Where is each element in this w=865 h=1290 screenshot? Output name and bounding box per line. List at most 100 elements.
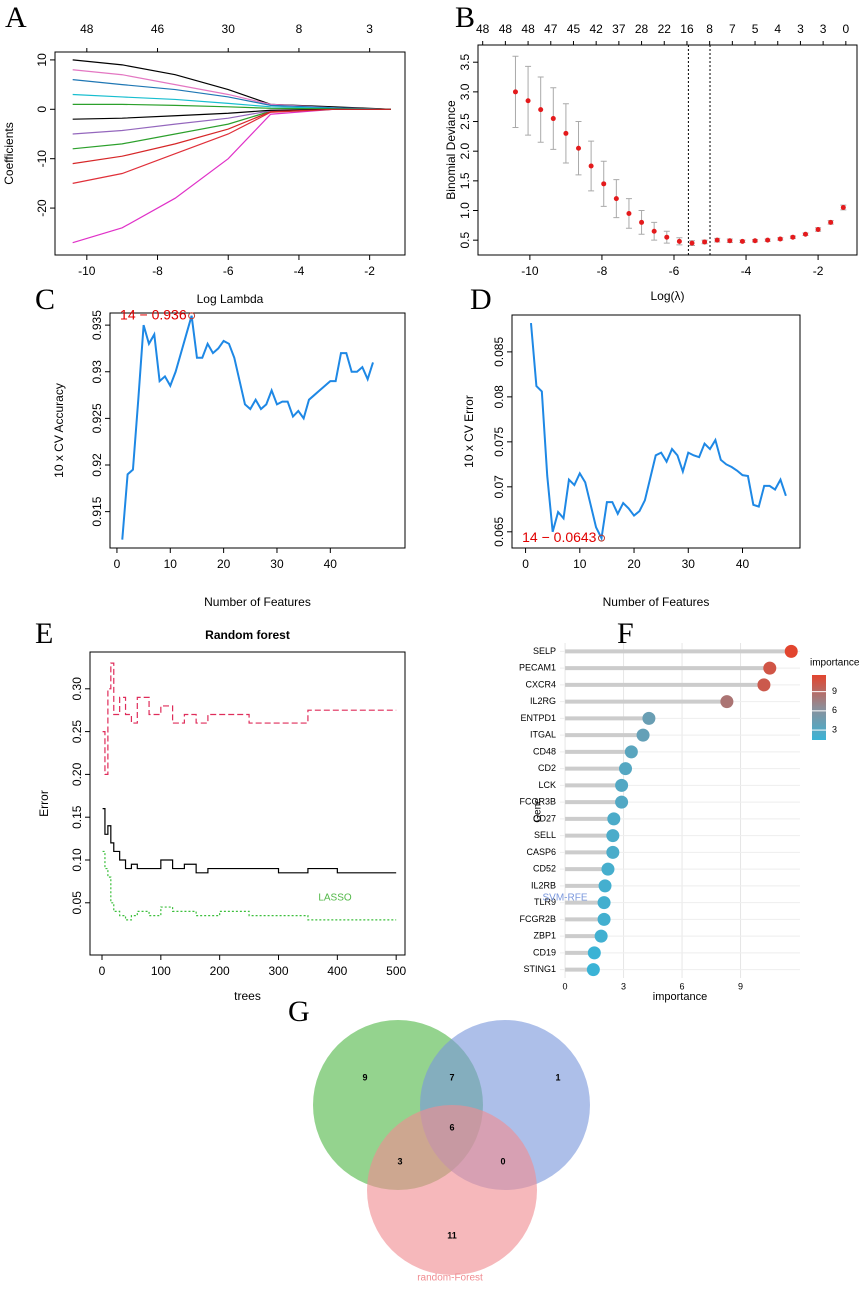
plot-frame [54, 51, 406, 256]
point [828, 219, 834, 225]
dot [606, 829, 620, 843]
point [664, 234, 670, 240]
x-tick-label: -4 [741, 264, 752, 278]
y-axis-label: 10 x CV Accuracy [52, 383, 66, 478]
region-count: 3 [397, 1156, 402, 1166]
point [777, 236, 783, 242]
dot [784, 644, 798, 658]
y-tick-label: 0.065 [492, 516, 506, 546]
x-tick-label: -2 [364, 264, 375, 278]
dot [597, 896, 611, 910]
y-tick-label: CD19 [533, 947, 556, 957]
top-tick-label: 48 [521, 22, 535, 36]
y-tick-label: CXCR4 [525, 679, 556, 689]
colorbar-label: 3 [832, 724, 837, 734]
point [626, 210, 632, 216]
x-tick-label: 6 [680, 981, 685, 991]
dot [607, 812, 621, 826]
point [840, 205, 846, 211]
dot [624, 745, 638, 759]
dot [757, 678, 771, 692]
y-tick-label: -10 [35, 150, 49, 168]
point [525, 98, 531, 104]
top-tick-label: 16 [680, 22, 694, 36]
y-tick-label: 0.925 [90, 403, 104, 433]
series-line [72, 108, 391, 184]
x-tick-label: 200 [210, 964, 230, 978]
y-tick-label: 0.915 [90, 496, 104, 526]
y-tick-label: 1.0 [458, 202, 472, 219]
y-tick-label: PECAM1 [519, 663, 556, 673]
x-tick-label: 10 [573, 557, 587, 571]
colorbar-label: 6 [832, 705, 837, 715]
y-tick-label: 0.15 [70, 805, 84, 829]
top-tick-label: 5 [752, 22, 759, 36]
point [601, 181, 607, 187]
panel-letter: E [35, 617, 53, 650]
top-tick-label: 4 [774, 22, 781, 36]
x-tick-label: 40 [736, 557, 750, 571]
dot [636, 728, 650, 742]
x-tick-label: 500 [386, 964, 406, 978]
y-axis-label: Gene [533, 798, 544, 823]
point [550, 116, 556, 122]
series-line [102, 808, 397, 874]
plot-frame [477, 44, 858, 256]
series-line [72, 59, 391, 110]
x-tick-label: 20 [627, 557, 641, 571]
dot [586, 963, 600, 977]
panel-letter: B [455, 1, 475, 34]
y-tick-label: FCGR3B [519, 797, 556, 807]
x-tick-label: -8 [152, 264, 163, 278]
legend-title: importance [810, 658, 860, 669]
x-tick-label: 100 [151, 964, 171, 978]
point [739, 238, 745, 244]
dot [597, 912, 611, 926]
point [538, 107, 544, 113]
panel-letter: A [5, 1, 27, 34]
top-tick-label: 22 [658, 22, 672, 36]
y-tick-label: CD48 [533, 746, 556, 756]
x-tick-label: 20 [217, 557, 231, 571]
y-axis-label: Error [37, 790, 51, 817]
top-tick-label: 8 [706, 22, 713, 36]
highlight-label: 14 − 0.0643 [522, 529, 597, 545]
point [588, 163, 594, 169]
y-tick-label: 1.5 [458, 172, 472, 189]
x-tick-label: 0 [99, 964, 106, 978]
x-axis-label: Log Lambda [197, 292, 264, 306]
dot [615, 795, 629, 809]
top-tick-label: 8 [296, 22, 303, 36]
top-tick-label: 48 [476, 22, 490, 36]
chart-title: Random forest [205, 628, 290, 642]
x-axis-label: Number of Features [204, 595, 311, 609]
y-tick-label: 0 [35, 106, 49, 113]
x-tick-label: -4 [294, 264, 305, 278]
top-tick-label: 0 [842, 22, 849, 36]
y-tick-label: 0.07 [492, 475, 506, 499]
y-tick-label: 0.05 [70, 891, 84, 915]
dot [594, 929, 608, 943]
y-tick-label: 0.10 [70, 848, 84, 872]
set-label: LASSO [318, 893, 352, 904]
y-tick-label: 0.25 [70, 720, 84, 744]
point [752, 238, 758, 244]
series-line [529, 323, 787, 542]
y-tick-label: ENTPD1 [520, 713, 556, 723]
x-tick-label: -10 [521, 264, 539, 278]
y-tick-label: TLR9 [534, 897, 556, 907]
highlight-point [188, 312, 196, 320]
point [802, 231, 808, 237]
y-tick-label: ITGAL [530, 730, 556, 740]
plot-frame [89, 651, 406, 956]
x-tick-label: -6 [223, 264, 234, 278]
series-line [72, 108, 391, 244]
y-tick-label: 0.085 [492, 337, 506, 367]
series-line [102, 850, 397, 921]
y-tick-label: 2.5 [458, 113, 472, 130]
x-tick-label: 300 [268, 964, 288, 978]
y-tick-label: 0.20 [70, 762, 84, 786]
x-tick-label: 400 [327, 964, 347, 978]
y-tick-label: SELP [533, 646, 556, 656]
